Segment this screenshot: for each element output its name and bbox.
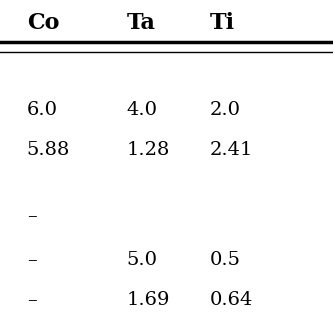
Text: 0.5: 0.5 bbox=[210, 251, 241, 269]
Text: 1.69: 1.69 bbox=[127, 291, 170, 309]
Text: Co: Co bbox=[27, 12, 59, 34]
Text: 6.0: 6.0 bbox=[27, 101, 58, 119]
Text: –: – bbox=[27, 291, 36, 309]
Text: 5.88: 5.88 bbox=[27, 141, 70, 159]
Text: 0.64: 0.64 bbox=[210, 291, 253, 309]
Text: 4.0: 4.0 bbox=[127, 101, 158, 119]
Text: 5.0: 5.0 bbox=[127, 251, 158, 269]
Text: Ta: Ta bbox=[127, 12, 156, 34]
Text: 2.0: 2.0 bbox=[210, 101, 241, 119]
Text: –: – bbox=[27, 207, 36, 225]
Text: –: – bbox=[27, 251, 36, 269]
Text: Ti: Ti bbox=[210, 12, 235, 34]
Text: 2.41: 2.41 bbox=[210, 141, 253, 159]
Text: 1.28: 1.28 bbox=[127, 141, 170, 159]
